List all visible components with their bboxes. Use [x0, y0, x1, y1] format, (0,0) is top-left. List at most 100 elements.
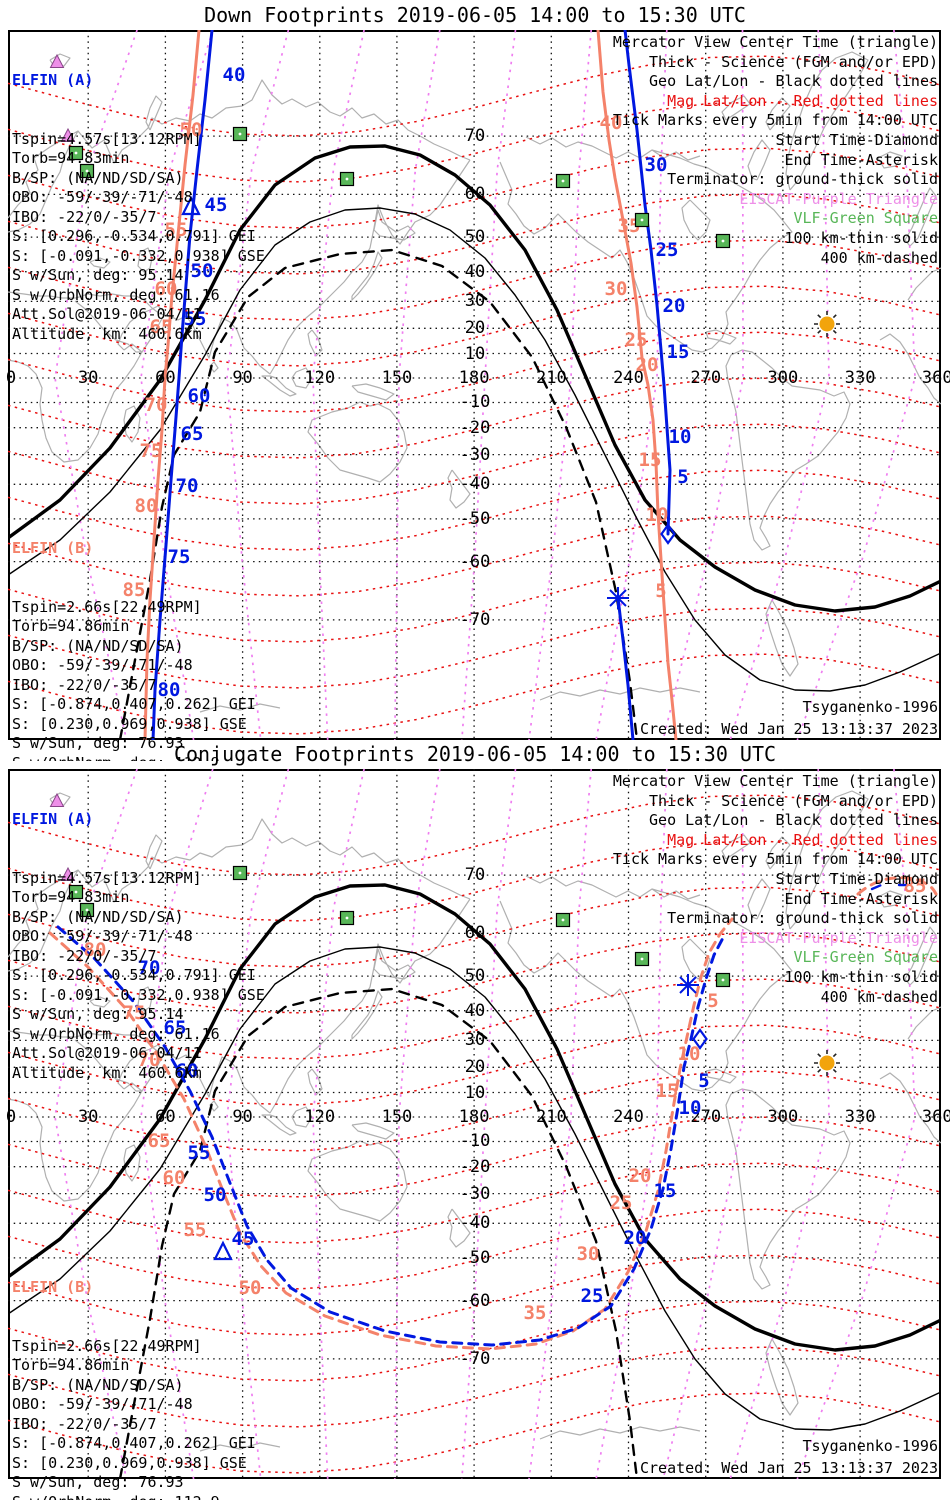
minute-tick-label: 10: [678, 1097, 702, 1119]
minute-tick-label: 20: [623, 1227, 647, 1249]
elfin-a-info-line: S w/OrbNorm, deg: 61.16: [12, 285, 220, 304]
minute-tick-label: 50: [203, 1184, 227, 1206]
minute-tick-label: 70: [175, 475, 199, 497]
lon-tick-label: 330: [844, 1107, 876, 1127]
lon-tick-label: 90: [232, 368, 253, 388]
lon-tick-label: 30: [77, 1107, 99, 1127]
elfin-b-info-line: IBO: -22/0/-35/7: [12, 675, 157, 694]
minute-tick-label: 70: [144, 394, 168, 416]
legend-line: Mercator View Center Time (triangle): [612, 772, 938, 790]
elfin-b-conjugate-curl: [856, 876, 938, 896]
page-title: Down Footprints 2019-06-05 14:00 to 15:3…: [204, 3, 746, 27]
geo-grid-dotted: [8, 30, 941, 740]
elfin-a-conjugate-track: [56, 925, 726, 1347]
elfin-a-info-line: S w/OrbNorm, deg: 61.16: [12, 1024, 220, 1043]
elfin-a-info-line: Att.Sol@2019-06-04/11: [12, 305, 202, 323]
elfin-b-info-line: OBO: -59/-39/-71/-48: [12, 1395, 193, 1413]
elfin-a-conjugate-curl: [870, 881, 914, 891]
elfin-b-info-line: S w/Sun, deg: 76.93: [12, 734, 184, 752]
minute-tick-label: 40: [599, 112, 623, 134]
minute-tick-label: 60: [187, 385, 211, 407]
legend-line: Terminator: ground-thick solid: [667, 909, 938, 928]
minute-tick-label: 15: [653, 1180, 677, 1202]
elfin-a-track-left: [151, 30, 214, 740]
minute-tick-label: 5: [655, 580, 667, 602]
lon-tick-label: 0: [5, 368, 17, 388]
lon-tick-label: 120: [304, 368, 336, 388]
minute-tick-label: 35: [523, 1302, 547, 1324]
elfin-b-track-right: [596, 30, 678, 740]
sun-glyph: [813, 310, 841, 338]
lat-tick-label: -70: [459, 1348, 491, 1369]
vlf-square-icon: [339, 171, 355, 187]
lat-tick-label: 70: [464, 865, 486, 886]
minute-tick-label: 30: [576, 1243, 600, 1265]
legend-line: EISCAT-Purple Triangle: [739, 928, 938, 947]
legend-line: Thick - Science (FGM and/or EPD): [649, 791, 938, 810]
diamond-glyph: [692, 1028, 708, 1050]
diamond-glyph: [660, 523, 676, 545]
elfin-b-info-line: Torb=94.86min: [12, 1356, 130, 1374]
legend-line: VLF-Green Square: [793, 209, 939, 228]
map-canvas: [8, 30, 941, 740]
elfin-b-conjugate-track: [48, 917, 734, 1351]
page-title: Conjugate Footprints 2019-06-05 14:00 to…: [173, 742, 777, 766]
elfin-a-info-line: Torb=94.83min: [12, 149, 130, 167]
legend-line: 100 km-thin solid: [784, 228, 938, 247]
lat-tick-label: 40: [464, 261, 486, 282]
elfin-b-header: ELFIN (B): [12, 1278, 94, 1296]
elfin-a-info-line: Tspin=4.57s[13.12RPM]: [12, 129, 202, 148]
lon-tick-label: 360: [921, 368, 950, 388]
lat-tick-label: -30: [459, 1183, 491, 1204]
elfin-a-info-line: S w/Sun, deg: 95.14: [12, 1005, 184, 1023]
lat-tick-label: 70: [464, 126, 486, 147]
minute-tick-label: 5: [707, 990, 719, 1012]
model-credit: Tsyganenko-1996: [802, 1437, 938, 1455]
minute-tick-label: 25: [609, 1192, 633, 1214]
minute-tick-label: 20: [635, 354, 659, 376]
legend-line: Terminator: ground-thick solid: [667, 170, 938, 189]
lat-tick-label: -50: [459, 1247, 491, 1268]
legend-line: 100 km-thin solid: [784, 967, 938, 986]
created-timestamp: Created: Wed Jan 25 13:13:37 2023: [639, 720, 938, 738]
lon-tick-label: 150: [381, 368, 413, 388]
lat-tick-label: -60: [459, 551, 491, 572]
model-credit: Tsyganenko-1996: [802, 698, 938, 716]
minute-tick-label: 25: [580, 1285, 604, 1307]
minute-tick-label: 15: [638, 449, 662, 471]
elfin-b-header: ELFIN (B): [12, 539, 94, 557]
elfin-b-info-line: Torb=94.86min: [12, 617, 130, 635]
elfin-b-track-left: [143, 30, 201, 740]
elfin-a-header: ELFIN (A): [12, 71, 94, 89]
satellite-tracks: [143, 30, 678, 740]
lat-tick-label: -30: [459, 444, 491, 465]
satellite-tracks: [48, 876, 938, 1351]
lat-tick-label: -60: [459, 1290, 491, 1311]
minute-tick-label: 20: [662, 295, 686, 317]
legend-line: Mercator View Center Time (triangle): [612, 33, 938, 51]
lon-tick-label: 300: [767, 1107, 799, 1127]
end-time-asterisk-icon: [606, 586, 630, 610]
legend-line: Geo Lat/Lon - Black dotted lines: [649, 811, 938, 830]
elfin-a-info-line: B/SP: (NA/ND/SD/SA): [12, 907, 184, 926]
minute-tick-label: 10: [668, 426, 692, 448]
elfin-b-info-line: IBO: -22/0/-35/7: [12, 1414, 157, 1433]
elfin-b-info-line: S: [-0.874,0.407,0.262] GEI: [12, 1434, 256, 1452]
minute-tick-label: 60: [154, 278, 178, 300]
map-canvas: [8, 769, 941, 1479]
lat-tick-label: -10: [459, 1131, 491, 1152]
minute-tick-label: 50: [190, 260, 214, 282]
elfin-a-info-line: S: [-0.091,-0.332,0.938] GSE: [12, 985, 265, 1004]
lat-tick-label: 60: [464, 184, 486, 205]
lon-tick-label: 60: [155, 1107, 176, 1127]
legend: Mercator View Center Time (triangle) Thic…: [613, 772, 938, 1007]
minute-tick-label: 60: [175, 1060, 199, 1082]
elfin-a-info-line: B/SP: (NA/ND/SD/SA): [12, 168, 184, 187]
lat-tick-label: 10: [464, 1082, 486, 1103]
minute-tick-label: 80: [157, 679, 181, 701]
lat-tick-label: -40: [459, 1213, 491, 1234]
mag-lon-dotted: [54, 30, 916, 740]
lat-tick-label: 20: [464, 1057, 486, 1078]
mag-lon-dotted: [54, 769, 916, 1479]
minute-tick-label: 55: [183, 1219, 207, 1241]
